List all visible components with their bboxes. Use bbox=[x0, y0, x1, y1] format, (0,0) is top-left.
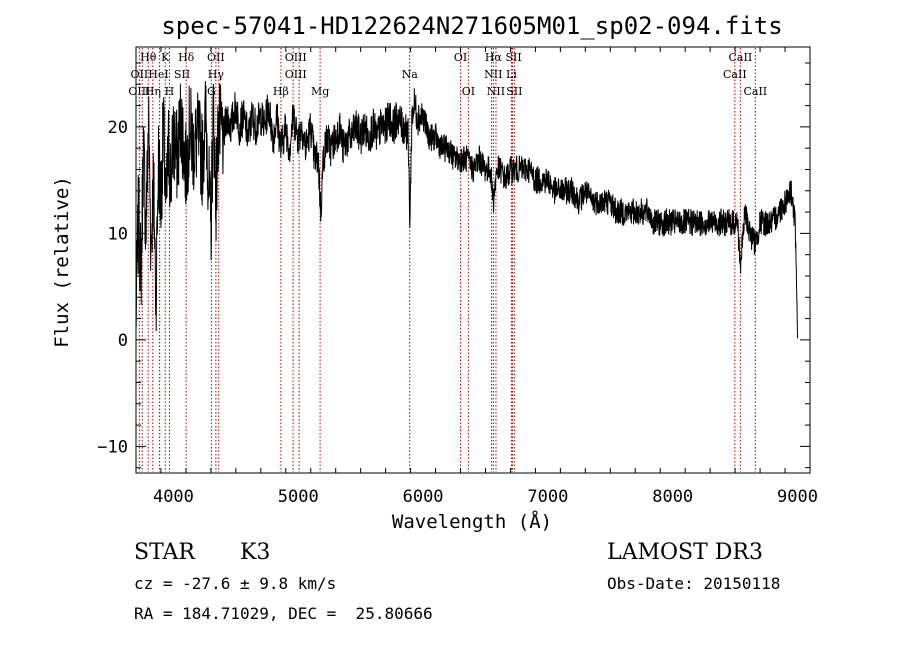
spectrum-series bbox=[135, 81, 798, 339]
object-subclass: K3 bbox=[240, 540, 270, 565]
spectral-line-label: CaII bbox=[743, 85, 767, 98]
y-axis-ticks: −10 0 10 20 bbox=[97, 62, 810, 469]
spectral-line-label: OII bbox=[207, 51, 225, 64]
x-tick-label: 6000 bbox=[403, 487, 444, 507]
spectral-line-label: OII bbox=[131, 68, 149, 81]
y-tick-label: 20 bbox=[108, 118, 128, 138]
y-axis-label: Flux (relative) bbox=[51, 176, 73, 348]
y-tick-label: 0 bbox=[118, 331, 128, 351]
coordinates: RA = 184.71029, DEC = 25.80666 bbox=[134, 604, 433, 623]
x-tick-label: 8000 bbox=[652, 487, 693, 507]
chart-title: spec-57041-HD122624N271605M01_sp02-094.f… bbox=[161, 12, 782, 40]
x-axis-label: Wavelength (Å) bbox=[392, 510, 552, 533]
spectral-line-label: Na bbox=[402, 68, 419, 81]
spectral-line-label: OIII bbox=[285, 51, 307, 64]
spectral-line-label: K bbox=[161, 51, 170, 64]
spectral-line-label: NII bbox=[487, 85, 505, 98]
y-tick-label: −10 bbox=[97, 437, 128, 457]
spectral-line-label: Hθ bbox=[140, 51, 157, 64]
spectral-line-label: Hα bbox=[485, 51, 503, 64]
object-class: STAR bbox=[134, 540, 196, 565]
spectral-line-label: OIII bbox=[285, 68, 307, 81]
spectral-line-label: Mg bbox=[311, 85, 329, 98]
spectrum-line bbox=[135, 81, 798, 339]
spectral-line-label: CaII bbox=[723, 68, 747, 81]
survey-name: LAMOST DR3 bbox=[607, 540, 763, 565]
spectral-line-label: CaII bbox=[729, 51, 753, 64]
spectral-line-label: SII bbox=[505, 51, 521, 64]
spectral-line-label: OI bbox=[462, 85, 475, 98]
x-axis-ticks: 4000 5000 6000 7000 8000 9000 bbox=[135, 47, 818, 507]
spectral-line-label: OIII bbox=[128, 85, 150, 98]
spectral-line-label: G bbox=[207, 85, 216, 98]
spectral-line-label: Hη bbox=[145, 85, 161, 98]
x-tick-label: 7000 bbox=[527, 487, 568, 507]
plot-frame bbox=[135, 46, 811, 474]
spectral-line-label: Hδ bbox=[178, 51, 195, 64]
spectral-line-label: NII bbox=[484, 68, 502, 81]
x-tick-label: 9000 bbox=[777, 487, 818, 507]
spectral-line-label: Li bbox=[506, 68, 517, 81]
spectral-line-label: SII bbox=[174, 68, 190, 81]
spectral-line-label: Hγ bbox=[208, 68, 225, 81]
spectral-line-label: H bbox=[165, 85, 175, 98]
observation-date: Obs-Date: 20150118 bbox=[607, 574, 780, 593]
spectral-line-label: SII bbox=[506, 85, 522, 98]
redshift-velocity: cz = -27.6 ± 9.8 km/s bbox=[134, 574, 336, 593]
x-tick-label: 4000 bbox=[153, 487, 194, 507]
spectral-line-label: Hβ bbox=[273, 85, 289, 98]
spectral-line-label: OI bbox=[454, 51, 467, 64]
y-tick-label: 10 bbox=[108, 224, 128, 244]
x-tick-label: 5000 bbox=[278, 487, 319, 507]
spectral-line-label: HeI bbox=[148, 68, 168, 81]
